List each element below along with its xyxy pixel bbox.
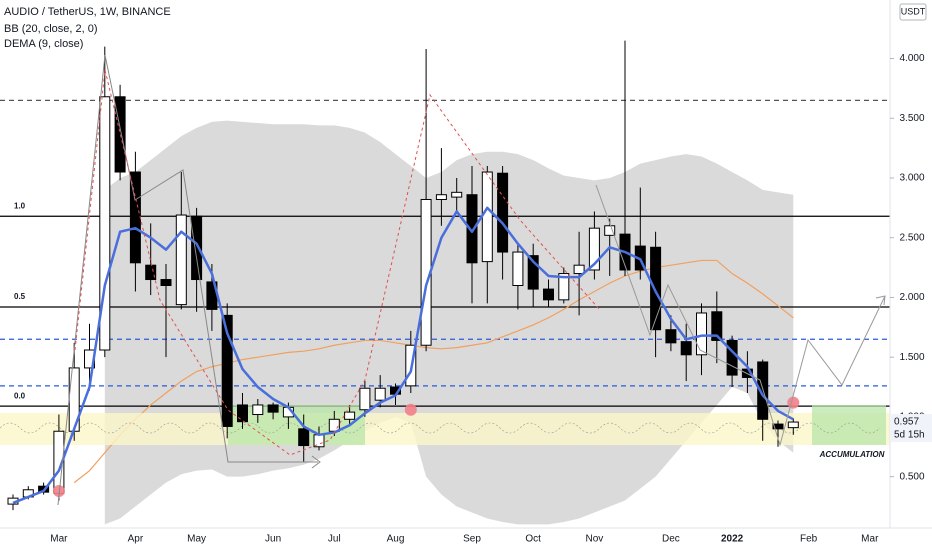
candle-body — [604, 225, 616, 236]
drawing — [57, 54, 318, 506]
candle-body — [772, 423, 784, 430]
candle-body — [298, 428, 310, 447]
candle-body — [466, 194, 478, 264]
plot-over — [7, 40, 800, 511]
y-tick-label: 0.500 — [899, 471, 924, 482]
chart-title: AUDIO / TetherUS, 1W, BINANCE — [4, 6, 171, 18]
cycle-wave — [0, 422, 881, 434]
candle-body — [787, 421, 799, 429]
candle-body — [497, 172, 509, 253]
y-tick-label: 3.000 — [899, 173, 924, 184]
signal-dot — [404, 403, 417, 416]
legend-entry: DEMA (9, close) — [4, 38, 83, 50]
candle-body — [252, 404, 264, 416]
y-tick-label: 3.500 — [899, 113, 924, 124]
accumulation-box — [812, 405, 886, 445]
candle-body — [696, 312, 707, 356]
x-tick-label: 2022 — [721, 534, 744, 545]
candle-body — [435, 194, 447, 200]
x-tick-label: Feb — [800, 534, 818, 545]
candle-body — [558, 273, 570, 301]
drawing-arrow — [875, 295, 886, 306]
candle-body — [359, 387, 371, 411]
dema-line — [12, 206, 794, 505]
candle-body — [512, 251, 524, 287]
candle-body — [374, 387, 386, 401]
candle-body — [650, 246, 662, 331]
bb-basis — [73, 259, 794, 484]
candle-body — [221, 314, 233, 427]
drawing — [595, 184, 886, 447]
candle-body — [680, 341, 692, 356]
candle-body — [267, 404, 279, 413]
x-tick-label: Aug — [387, 534, 405, 545]
fib-level-label: 0.0 — [14, 391, 26, 400]
y-tick-label: 4.000 — [899, 53, 924, 64]
x-tick-label: Mar — [50, 534, 68, 545]
countdown: 5d 15h — [894, 430, 925, 441]
candle-body — [191, 215, 203, 281]
candle-body — [757, 361, 769, 420]
candle-body — [588, 227, 600, 271]
annotation: ACCUMULATION — [819, 450, 885, 459]
x-tick-label: Dec — [662, 534, 680, 545]
fib-level-label: 1.0 — [14, 201, 26, 210]
y-tick-label: 2.000 — [899, 292, 924, 303]
currency-box — [899, 3, 927, 21]
candle-body — [527, 255, 539, 290]
price-tag — [890, 414, 932, 443]
currency: USDT — [901, 6, 926, 16]
candle-body — [451, 191, 463, 198]
x-tick-label: Jun — [265, 534, 281, 545]
drawing — [74, 69, 601, 456]
candle-body — [344, 411, 356, 420]
candle-body — [160, 279, 172, 287]
candle-body — [711, 311, 723, 341]
drawing-arrow — [311, 455, 321, 469]
y-tick-label: 2.500 — [899, 232, 924, 243]
candle-body — [481, 171, 493, 263]
candle-body — [114, 96, 126, 173]
fib-level-label: 0.5 — [14, 292, 26, 301]
x-tick-label: Jul — [328, 534, 341, 545]
yellow-zone — [0, 413, 890, 445]
signal-dot — [52, 484, 65, 497]
x-tick-label: Apr — [128, 534, 144, 545]
legend-entry: BB (20, close, 2, 0) — [4, 23, 98, 35]
x-tick-label: Mar — [861, 534, 879, 545]
price-tag-label: 0.957 — [894, 417, 919, 428]
candle-body — [237, 404, 248, 423]
axes: 0.5001.0001.5002.0002.5003.0003.5004.000… — [50, 53, 932, 545]
signal-dot — [787, 396, 800, 409]
candle-body — [573, 264, 585, 275]
candle-body — [175, 214, 187, 306]
candle-body — [99, 96, 111, 351]
x-tick-label: May — [187, 534, 206, 545]
x-tick-label: Sep — [463, 534, 481, 545]
y-tick-label: 1.500 — [899, 352, 924, 363]
candle-body — [726, 339, 738, 376]
candle-body — [543, 288, 554, 301]
candle-body — [665, 329, 677, 344]
x-tick-label: Oct — [525, 534, 541, 545]
x-tick-label: Nov — [586, 534, 604, 545]
candle-body — [145, 264, 157, 281]
